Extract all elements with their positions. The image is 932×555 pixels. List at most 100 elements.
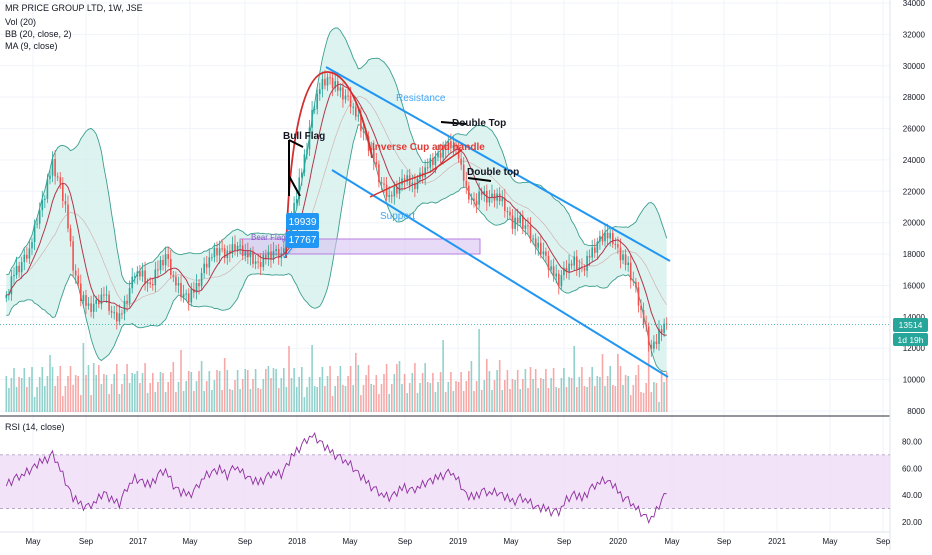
price-box-1 [286,213,319,230]
candle [432,158,434,165]
candle [121,313,123,315]
candle [159,260,162,271]
volume-bar [98,365,100,412]
volume-bar [8,388,10,412]
volume-bar [5,376,8,412]
volume-bar [455,381,457,412]
volume-bar [480,390,483,412]
volume-bar [298,377,300,412]
candle [213,248,216,258]
candle [295,199,298,203]
volume-bar [596,376,599,412]
volume-bar [326,376,329,412]
candle [172,274,175,277]
volume-bar [594,386,596,412]
volume-bar [72,385,74,412]
candle [308,127,311,150]
volume-bar [249,389,252,412]
candle [596,241,599,253]
volume-bar [170,372,172,412]
volume-bar [252,379,254,412]
volume-bar [295,387,298,412]
candle [236,245,239,251]
volume-bar [257,388,259,412]
bull-flag-bottom [288,175,301,197]
volume-bar [280,378,283,412]
candle [247,251,249,258]
volume-bar [64,386,67,412]
candle [131,276,133,289]
volume-bar [126,364,128,412]
volume-bar [74,375,77,412]
candle [355,106,357,117]
price-tick-label: 12000 [903,344,926,353]
candle [182,293,185,298]
volume-bar [154,392,157,412]
volume-bar [187,371,190,412]
candle [532,238,534,240]
time-tick-label: May [182,537,197,546]
volume-bar [439,372,442,412]
volume-bar [113,374,115,412]
candle [604,232,606,242]
candle [105,294,108,296]
volume-bar [362,385,365,412]
candle [542,251,545,255]
volume-bar [483,380,486,412]
candle [277,249,280,259]
time-tick-label: May [822,537,837,546]
candle [244,251,247,257]
candle [198,283,200,287]
volume-bar [46,376,49,412]
candle [185,293,187,295]
volume-bar [527,388,529,412]
volume-bar [509,389,511,412]
volume-bar [367,365,370,412]
volume-bar [324,386,326,412]
candle [498,193,501,202]
volume-bar [213,380,216,412]
volume-bar [141,373,144,412]
volume-bar [403,374,406,412]
volume-bar [537,388,539,412]
candle [80,283,82,301]
volume-bar [157,382,159,412]
volume-bar [563,368,565,412]
candle [64,201,67,205]
candle [501,197,504,202]
candle [391,195,393,197]
candle [555,273,557,277]
volume-bar [92,363,95,412]
countdown-text: 1d 19h [898,335,924,345]
candle [324,79,326,86]
candle [647,326,650,345]
candle [170,259,172,275]
candle [141,270,144,277]
price-box-2 [286,231,319,248]
volume-bar [401,384,403,412]
volume-bar [355,353,357,412]
candle [642,310,645,325]
volume-bar [434,392,437,412]
candle [139,271,141,277]
candle [239,245,241,247]
volume-bar [308,377,311,412]
candle [586,255,588,271]
volume-bar [331,396,334,412]
candle [74,270,77,276]
volume-bar [110,384,113,412]
volume-bar [203,391,205,412]
bb-upper-band [6,27,668,285]
candle [429,158,432,168]
volume-bar [650,392,653,412]
volume-bar [198,371,200,412]
candle [537,242,539,248]
candle [352,106,354,108]
candle [437,152,439,158]
time-tick-label: May [503,537,518,546]
volume-bar [432,373,434,412]
price-tick-label: 8000 [907,407,925,416]
volume-bar [337,376,339,412]
